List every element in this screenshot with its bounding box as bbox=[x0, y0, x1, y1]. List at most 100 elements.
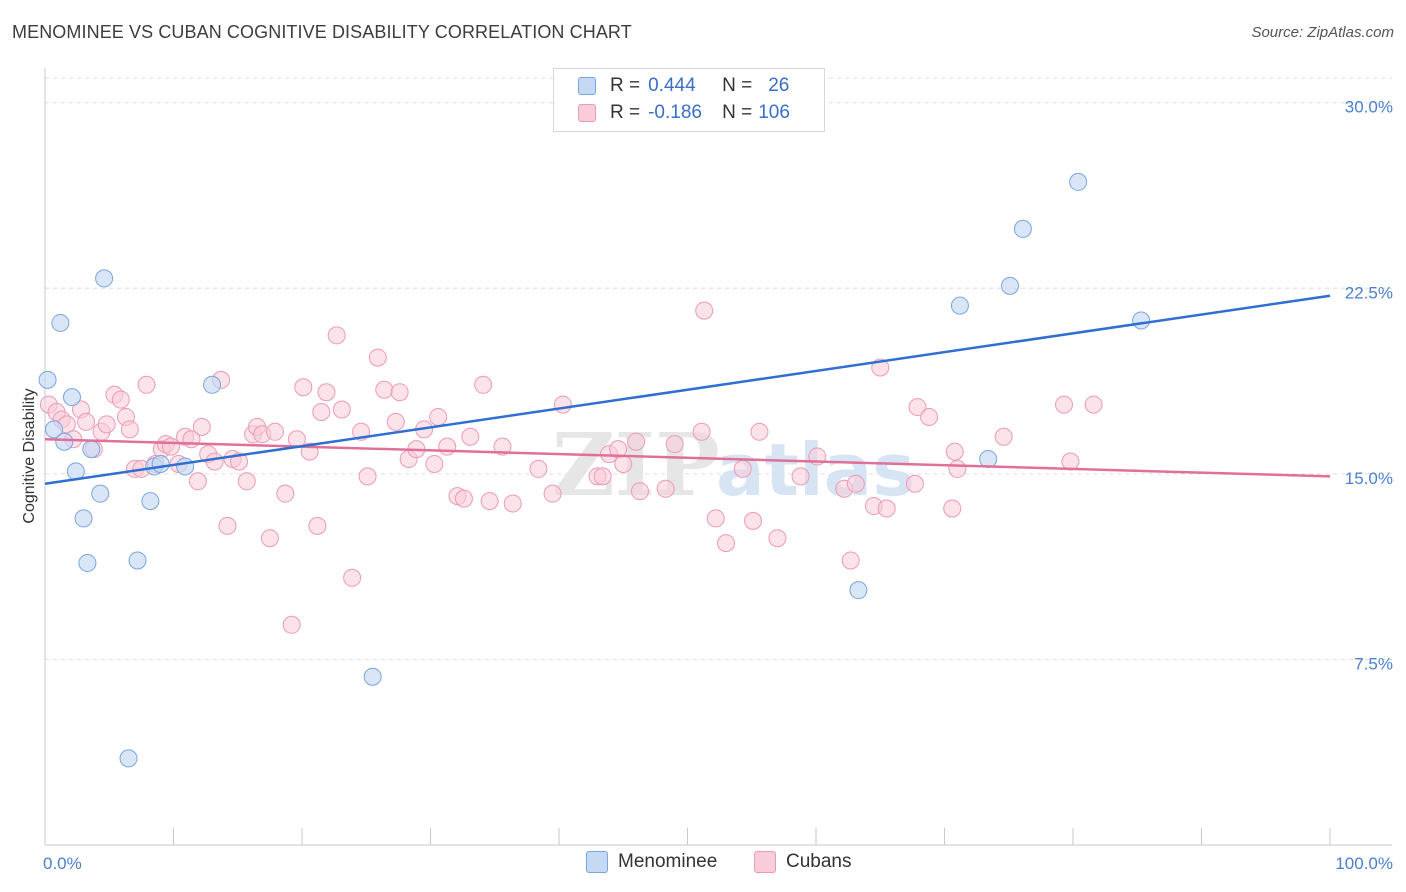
menominee-point bbox=[62, 388, 81, 407]
trend-lines bbox=[44, 294, 1331, 486]
menominee-point bbox=[1001, 276, 1020, 295]
grid-layer bbox=[45, 77, 1392, 660]
cubans-point bbox=[846, 474, 865, 493]
cubans-point bbox=[237, 472, 256, 491]
cubans-point bbox=[358, 467, 377, 486]
cubans-point bbox=[905, 474, 924, 493]
cubans-point bbox=[438, 437, 457, 456]
cubans-point bbox=[744, 511, 763, 530]
cubans-point bbox=[750, 422, 769, 441]
cubans-point bbox=[948, 459, 967, 478]
series-legend: Menominee Cubans bbox=[0, 851, 1406, 877]
menominee-point bbox=[55, 432, 74, 451]
cubans-point bbox=[161, 437, 180, 456]
stats-row-cubans: R = -0.186 N = 106 bbox=[578, 100, 790, 126]
cubans-point bbox=[695, 301, 714, 320]
legend-label-menominee: Menominee bbox=[618, 851, 718, 872]
cubans-point bbox=[1055, 395, 1074, 414]
cubans-point bbox=[77, 412, 96, 431]
axis-layer bbox=[44, 68, 1392, 846]
cubans-point bbox=[111, 390, 130, 409]
r-label: R = bbox=[610, 75, 641, 96]
cubans-point bbox=[877, 499, 896, 518]
cubans-point bbox=[543, 484, 562, 503]
legend-item-menominee[interactable]: Menominee bbox=[586, 851, 717, 873]
cubans-point bbox=[375, 380, 394, 399]
menominee-point bbox=[176, 457, 195, 476]
cubans-point bbox=[282, 615, 301, 634]
menominee-point bbox=[979, 450, 998, 469]
cubans-point bbox=[192, 417, 211, 436]
menominee-point bbox=[91, 484, 110, 503]
cubans-point bbox=[312, 403, 331, 422]
menominee-point bbox=[203, 375, 222, 394]
menominee-point bbox=[1132, 311, 1151, 330]
cubans-point bbox=[503, 494, 522, 513]
cubans-point bbox=[266, 422, 285, 441]
cubans-point bbox=[692, 422, 711, 441]
menominee-point bbox=[128, 551, 147, 570]
cubans-point bbox=[205, 452, 224, 471]
y-tick-label: 30.0% bbox=[1345, 98, 1393, 117]
cubans-point bbox=[276, 484, 295, 503]
cubans-point bbox=[188, 472, 207, 491]
cubans-point bbox=[717, 534, 736, 553]
cubans-point bbox=[841, 551, 860, 570]
menominee-point bbox=[95, 269, 114, 288]
cubans-point bbox=[656, 479, 675, 498]
menominee-point bbox=[82, 440, 101, 459]
r-label: R = bbox=[610, 102, 641, 123]
y-tick-label: 22.5% bbox=[1345, 283, 1393, 302]
cubans-point bbox=[317, 383, 336, 402]
cubans-point bbox=[768, 529, 787, 548]
n-value: 26 bbox=[768, 75, 790, 96]
cubans-point bbox=[97, 415, 116, 434]
menominee-point bbox=[51, 313, 70, 332]
menominee-point bbox=[141, 492, 160, 511]
n-label: N = bbox=[722, 102, 753, 123]
cubans-point bbox=[461, 427, 480, 446]
menominee-point bbox=[38, 370, 57, 389]
cubans-point bbox=[493, 437, 512, 456]
n-label: N = bbox=[722, 75, 753, 96]
r-value: -0.186 bbox=[648, 102, 702, 123]
cubans-point bbox=[480, 492, 499, 511]
menominee-point bbox=[363, 667, 382, 686]
menominee-point bbox=[44, 420, 63, 439]
cubans-point bbox=[137, 375, 156, 394]
y-tick-label: 7.5% bbox=[1354, 654, 1393, 673]
r-value: 0.444 bbox=[648, 75, 696, 96]
cubans-point bbox=[260, 529, 279, 548]
stats-row-menominee: R = 0.444 N = 26 bbox=[578, 73, 789, 99]
cubans-point bbox=[553, 395, 572, 414]
cubans-point bbox=[627, 432, 646, 451]
menominee-legend-swatch bbox=[586, 851, 608, 873]
menominee-swatch bbox=[578, 77, 596, 95]
menominee-point bbox=[151, 454, 170, 473]
cubans-point bbox=[593, 467, 612, 486]
cubans-point bbox=[386, 412, 405, 431]
cubans-point bbox=[630, 482, 649, 501]
cubans-point bbox=[920, 407, 939, 426]
menominee-point bbox=[1069, 172, 1088, 191]
cubans-point bbox=[218, 516, 237, 535]
cubans-point bbox=[665, 435, 684, 454]
cubans-point bbox=[733, 459, 752, 478]
cubans-point bbox=[945, 442, 964, 461]
cubans-point bbox=[614, 454, 633, 473]
legend-label-cubans: Cubans bbox=[786, 851, 852, 872]
y-tick-label: 15.0% bbox=[1345, 469, 1393, 488]
cubans-point bbox=[994, 427, 1013, 446]
legend-item-cubans[interactable]: Cubans bbox=[754, 851, 852, 873]
menominee-point bbox=[74, 509, 93, 528]
x-tick-label: 100.0% bbox=[1335, 854, 1393, 873]
cubans-legend-swatch bbox=[754, 851, 776, 873]
source-label: Source: ZipAtlas.com bbox=[1251, 24, 1394, 41]
menominee-point bbox=[849, 581, 868, 600]
cubans-point bbox=[791, 467, 810, 486]
cubans-point bbox=[429, 407, 448, 426]
stats-legend: R = 0.444 N = 26 R = -0.186 N = 106 bbox=[553, 68, 825, 132]
cubans-point bbox=[425, 454, 444, 473]
menominee-trend-line bbox=[44, 294, 1331, 486]
menominee-point bbox=[119, 749, 138, 768]
